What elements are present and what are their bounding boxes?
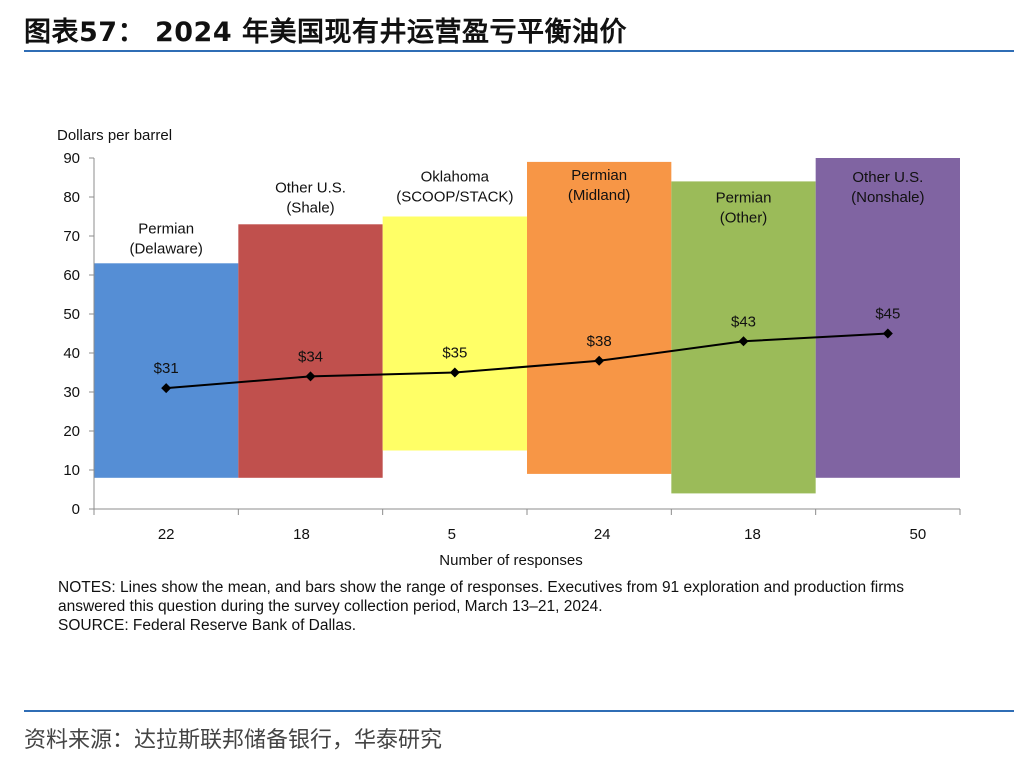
response-count: 18 (293, 526, 310, 543)
source-line: 资料来源：达拉斯联邦储备银行，华泰研究 (24, 728, 443, 753)
range-bar (94, 263, 239, 478)
category-label: Permian (716, 189, 772, 206)
notes-source: SOURCE: Federal Reserve Bank of Dallas. (58, 617, 357, 634)
mean-value-label: $34 (298, 348, 323, 365)
mean-marker (449, 367, 460, 378)
footer-divider (24, 710, 1014, 712)
category-label: Permian (571, 167, 627, 184)
mean-marker (594, 355, 605, 366)
figure-title: 图表57： 2024 年美国现有井运营盈亏平衡油价 (24, 17, 628, 48)
mean-value-label: $31 (154, 360, 179, 377)
category-label: Permian (138, 220, 194, 237)
y-tick-label: 20 (63, 423, 80, 440)
y-tick-label: 10 (63, 462, 80, 479)
notes-line-1: NOTES: Lines show the mean, and bars sho… (58, 579, 905, 596)
response-count: 50 (909, 526, 926, 543)
y-tick-label: 80 (63, 189, 80, 206)
y-tick-label: 70 (63, 228, 80, 245)
range-bar (527, 161, 672, 474)
mean-value-label: $38 (587, 333, 612, 350)
y-tick-label: 40 (63, 345, 80, 362)
category-label: (Delaware) (129, 240, 202, 257)
y-tick-label: 0 (72, 501, 80, 518)
range-bar (238, 224, 383, 478)
y-axis-label: Dollars per barrel (57, 127, 172, 144)
category-label: (Other) (720, 209, 768, 226)
response-count: 24 (594, 526, 611, 543)
range-bar (382, 216, 527, 451)
category-label: Other U.S. (275, 179, 346, 196)
response-count: 18 (744, 526, 761, 543)
y-tick-label: 30 (63, 384, 80, 401)
breakeven-chart: 0 10 20 30 40 50 60 70 80 90 Dollars per barrel Pe… (57, 127, 961, 569)
y-tick-label: 50 (63, 306, 80, 323)
x-axis-label: Number of responses (439, 552, 582, 569)
mean-value-label: $45 (875, 306, 900, 323)
y-tick-label: 60 (63, 267, 80, 284)
mean-marker (882, 328, 893, 339)
mean-marker (161, 383, 172, 394)
y-tick-label: 90 (63, 150, 80, 167)
mean-marker (305, 371, 316, 382)
category-label: (Midland) (568, 187, 631, 204)
mean-line (166, 332, 888, 390)
title-divider (24, 50, 1014, 52)
category-label: Other U.S. (852, 169, 923, 186)
mean-marker (738, 336, 749, 347)
category-label: Oklahoma (421, 169, 490, 186)
chart-notes: NOTES: Lines show the mean, and bars sho… (58, 578, 1018, 635)
mean-value-label: $35 (442, 345, 467, 362)
response-count: 5 (448, 526, 456, 543)
category-label: (Shale) (286, 199, 334, 216)
notes-line-2: answered this question during the survey… (58, 598, 603, 615)
category-label: (Nonshale) (851, 189, 924, 206)
response-count: 22 (158, 526, 175, 543)
mean-value-label: $43 (731, 313, 756, 330)
category-label: (SCOOP/STACK) (396, 189, 513, 206)
range-bar (815, 158, 960, 478)
